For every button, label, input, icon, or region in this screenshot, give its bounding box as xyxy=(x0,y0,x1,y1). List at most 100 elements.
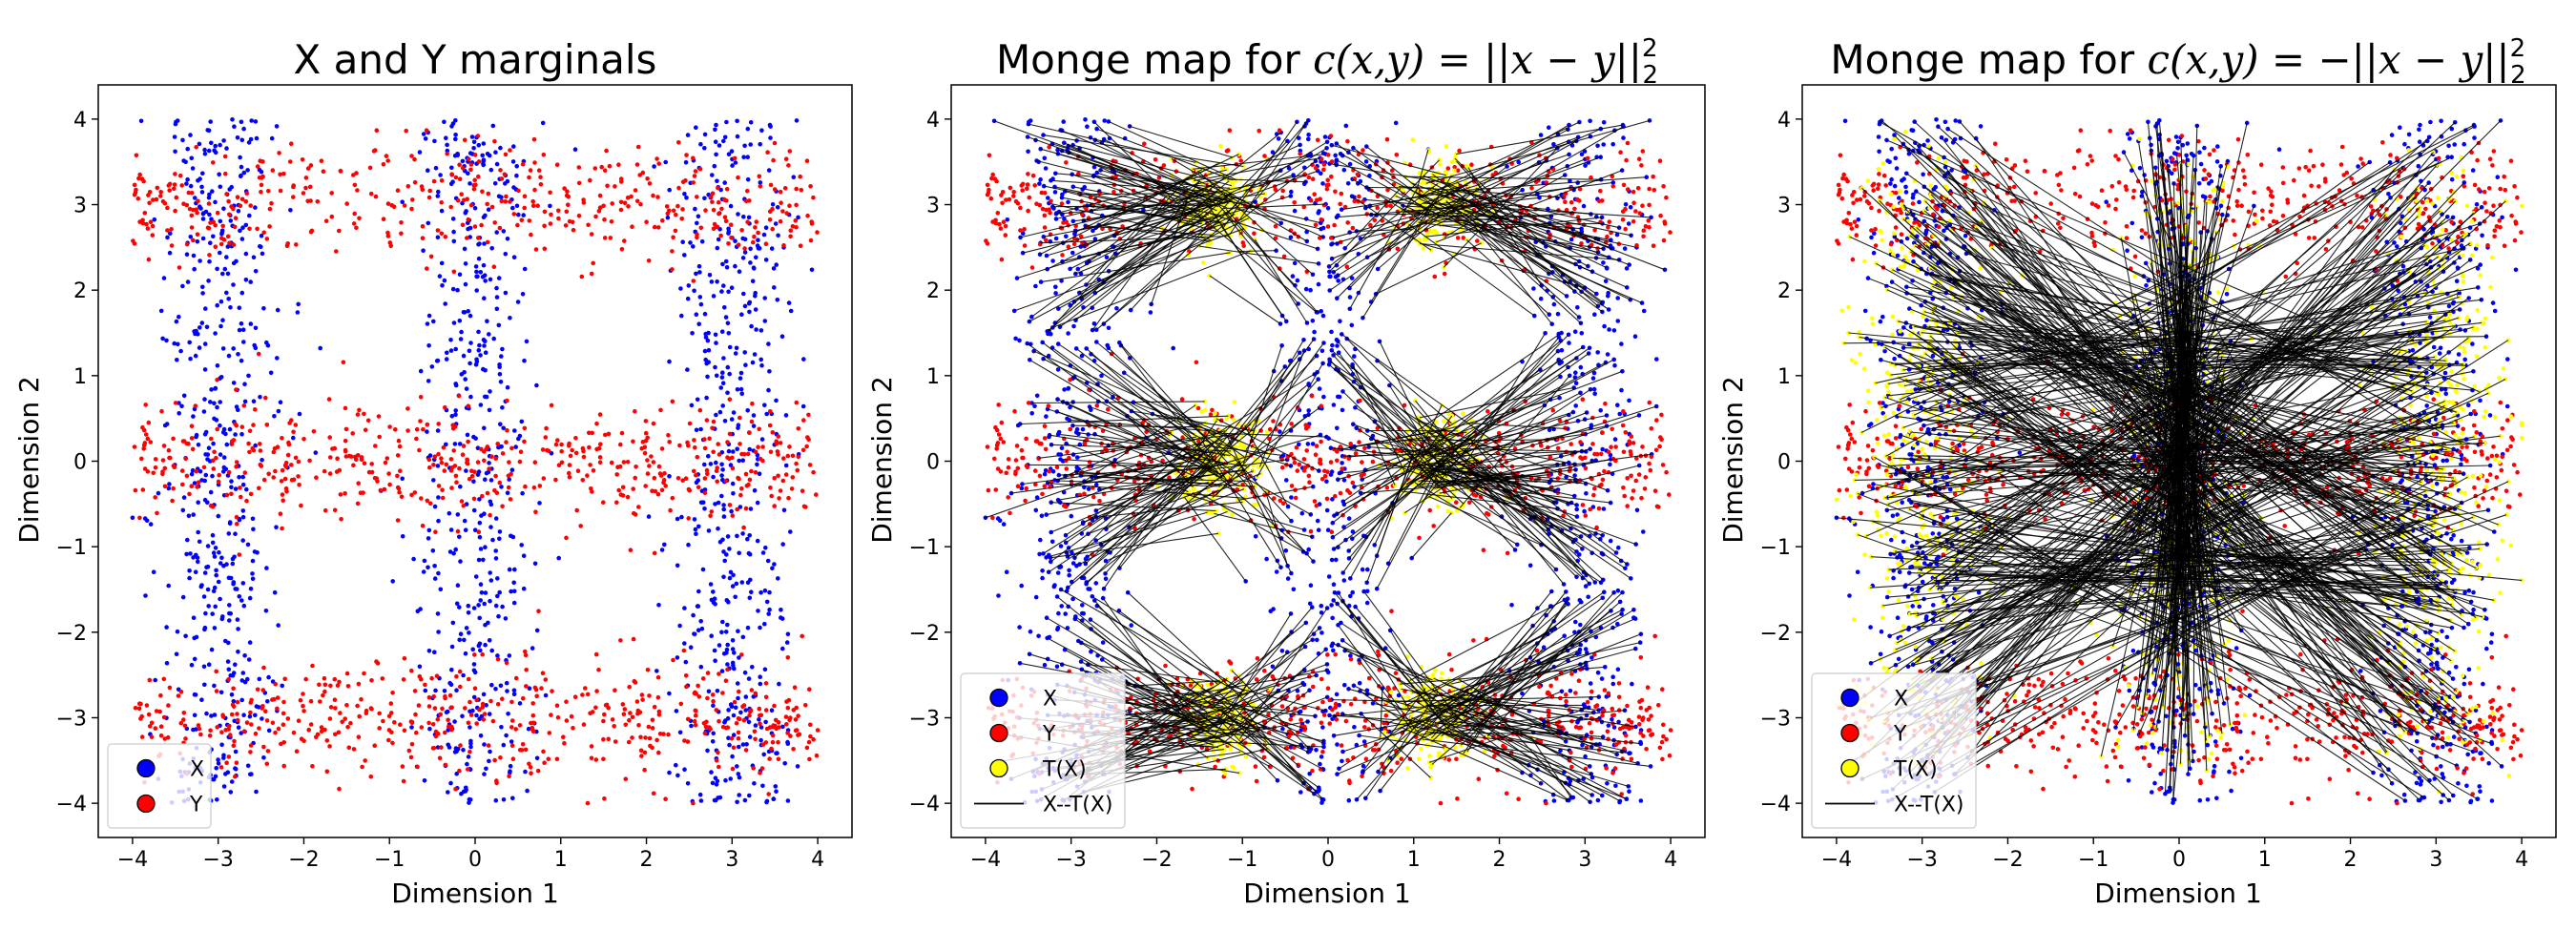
x-point xyxy=(691,244,696,249)
x-point xyxy=(246,140,252,145)
x-point xyxy=(467,348,472,354)
y-point xyxy=(716,185,720,191)
x-point xyxy=(454,688,459,692)
x-point xyxy=(247,713,253,719)
x-point xyxy=(674,709,679,713)
x-point xyxy=(761,232,767,238)
y-point xyxy=(409,719,415,725)
x-point xyxy=(203,306,208,311)
y-point xyxy=(286,440,291,445)
x-point xyxy=(1606,723,1611,728)
y-point xyxy=(140,220,146,226)
x-point xyxy=(508,769,512,774)
y-point xyxy=(691,800,696,806)
x-point xyxy=(767,589,772,595)
y-point xyxy=(532,187,537,193)
y-point xyxy=(193,403,198,408)
x-point xyxy=(1603,279,1609,284)
y-point xyxy=(783,714,789,719)
x-point xyxy=(741,155,746,159)
x-point xyxy=(495,576,500,581)
y-point xyxy=(711,698,716,704)
x-point xyxy=(197,258,202,263)
y-point xyxy=(650,717,655,723)
x-point xyxy=(496,322,502,328)
y-point xyxy=(279,741,283,747)
y-point xyxy=(495,656,501,662)
x-point xyxy=(430,548,436,553)
x-point xyxy=(231,282,236,287)
x-point xyxy=(275,356,280,361)
y-point xyxy=(378,487,384,493)
y-point xyxy=(640,697,645,702)
y-point xyxy=(404,128,409,134)
x-point xyxy=(453,408,459,413)
y-point xyxy=(758,721,762,726)
x-point xyxy=(1041,356,1046,362)
x-point xyxy=(519,543,524,548)
y-point xyxy=(169,243,175,248)
x-point xyxy=(247,640,253,645)
x-point xyxy=(207,212,212,217)
y-point xyxy=(135,196,141,201)
y-point xyxy=(303,176,309,180)
y-point xyxy=(154,709,159,713)
x-point xyxy=(736,212,740,217)
y-point xyxy=(779,200,783,205)
x-point xyxy=(1317,386,1322,391)
y-point xyxy=(639,692,645,697)
x-point xyxy=(737,269,742,275)
y-point xyxy=(372,475,378,481)
x-point xyxy=(1070,400,1075,404)
x-point xyxy=(735,764,739,769)
y-point xyxy=(505,398,509,403)
x-point xyxy=(744,742,749,747)
y-point xyxy=(703,208,708,213)
x-point xyxy=(215,302,219,308)
y-point xyxy=(722,215,728,219)
y-point xyxy=(693,169,698,174)
y-point xyxy=(542,760,547,765)
y-point xyxy=(264,718,270,723)
y-point xyxy=(402,728,407,734)
y-point xyxy=(758,184,763,189)
y-point xyxy=(718,233,723,238)
y-point xyxy=(181,717,186,722)
y-point xyxy=(1024,486,1028,491)
x-point xyxy=(1308,287,1313,293)
y-point xyxy=(492,138,497,144)
y-point xyxy=(269,200,274,206)
x-point xyxy=(1055,432,1061,437)
y-point xyxy=(594,446,599,452)
x-point xyxy=(1033,594,1039,600)
y-point xyxy=(763,681,769,686)
x-point xyxy=(1568,237,1574,242)
y-point xyxy=(685,440,690,445)
y-point xyxy=(278,188,283,194)
y-point xyxy=(227,212,232,217)
y-point xyxy=(272,445,278,451)
y-point xyxy=(1638,705,1644,711)
x-point xyxy=(748,246,753,252)
x-point xyxy=(227,603,232,608)
x-point xyxy=(461,353,467,359)
y-point xyxy=(576,165,582,170)
x-point xyxy=(453,346,459,352)
x-point xyxy=(736,629,740,633)
y-point xyxy=(256,351,261,357)
x-point xyxy=(212,585,218,590)
x-point xyxy=(436,189,441,195)
y-point xyxy=(790,475,796,480)
y-point xyxy=(498,755,503,760)
y-point xyxy=(354,225,359,231)
x-point xyxy=(500,604,505,610)
y-point xyxy=(380,676,385,681)
x-point xyxy=(465,432,470,438)
x-point xyxy=(197,345,202,350)
x-point xyxy=(1353,405,1358,410)
y-tick-label: −2 xyxy=(56,622,87,646)
y-point xyxy=(444,462,449,467)
y-point xyxy=(573,450,579,456)
x-point xyxy=(476,603,481,608)
y-point xyxy=(165,228,170,233)
